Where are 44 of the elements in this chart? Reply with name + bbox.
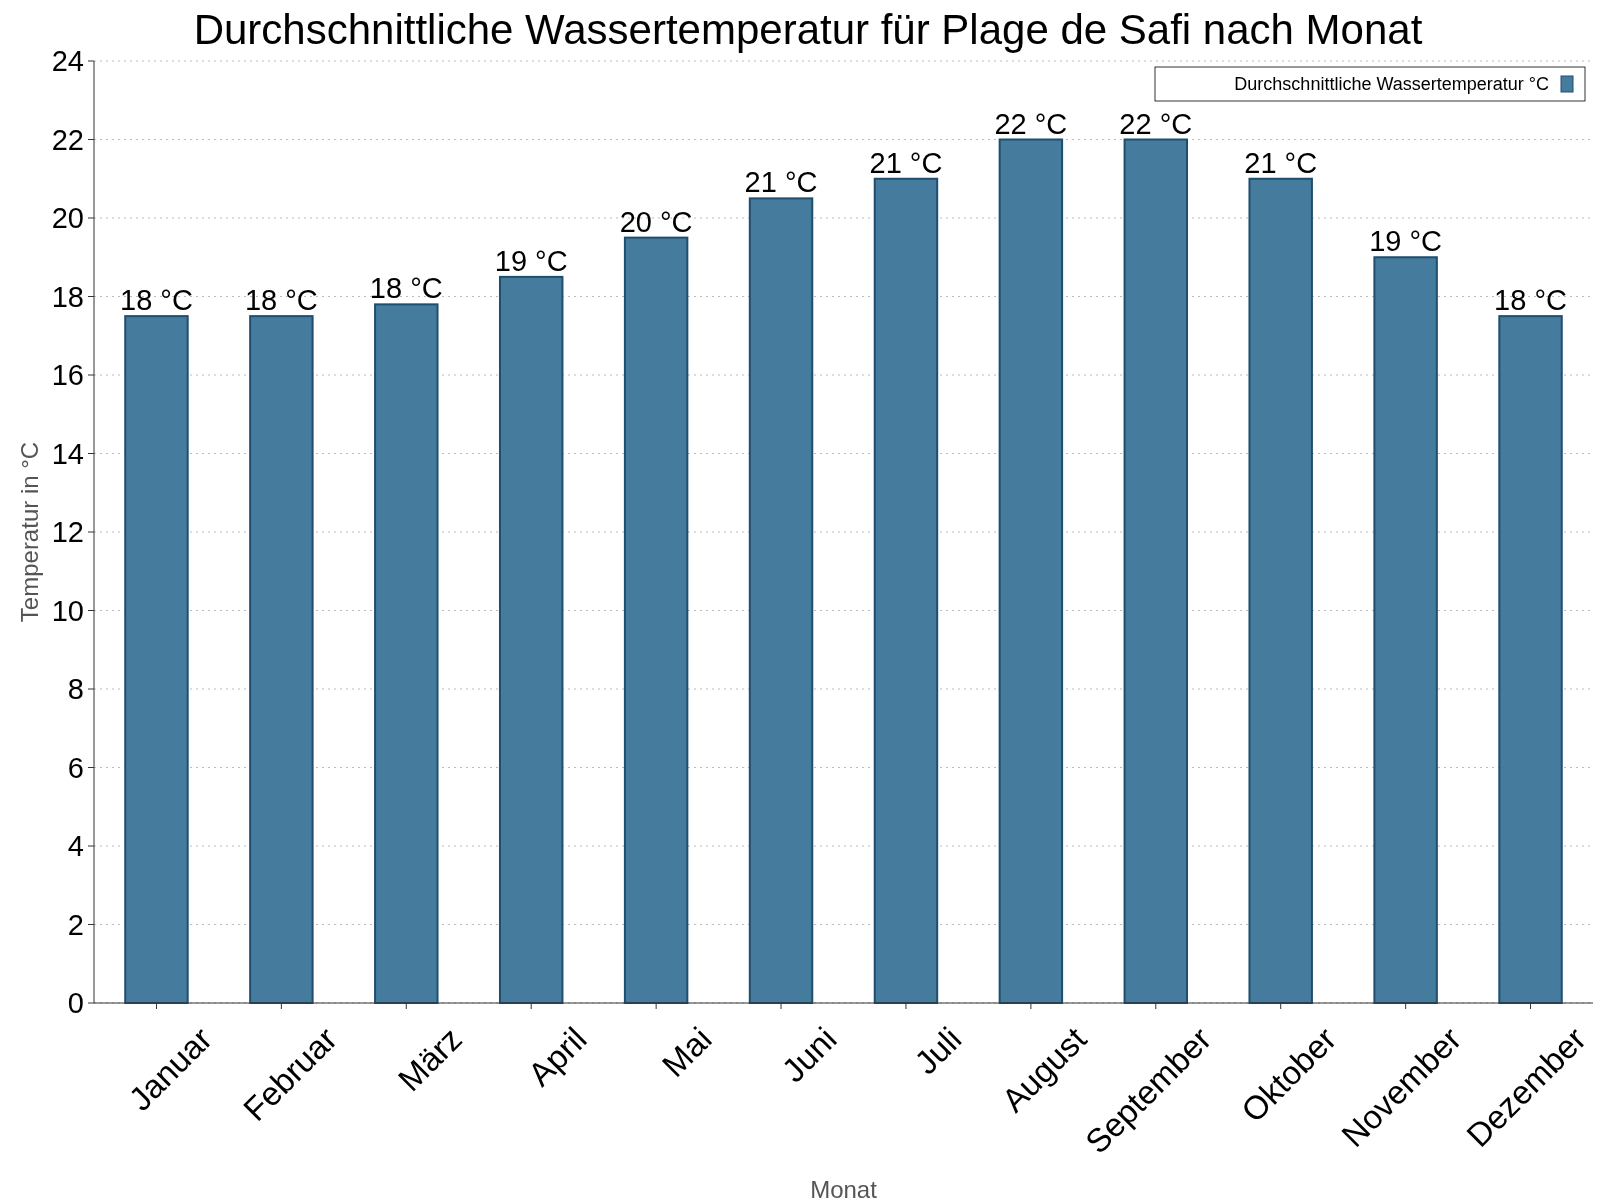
- data-label: 18 °C: [120, 284, 193, 317]
- y-tick-label: 0: [67, 987, 84, 1020]
- bar: [1123, 138, 1189, 1004]
- data-label: 19 °C: [494, 244, 568, 277]
- y-tick-label: 12: [51, 516, 84, 549]
- bar: [873, 177, 939, 1004]
- y-tick-label: 8: [67, 673, 84, 706]
- y-tick-label: 10: [51, 594, 84, 627]
- y-axis-title: Temperatur in °C: [16, 441, 43, 623]
- x-axis-title: Monat: [810, 1176, 878, 1200]
- legend-label: Durchschnittliche Wassertemperatur °C: [1234, 74, 1549, 95]
- data-label: 18 °C: [369, 272, 443, 305]
- chart-title: Durchschnittliche Wassertemperatur für Plage de Safi nach Monat: [193, 6, 1423, 53]
- bar: [623, 236, 689, 1004]
- data-label: 21 °C: [869, 146, 943, 179]
- bar: [249, 315, 314, 1004]
- y-tick-label: 6: [67, 751, 84, 784]
- y-tick-label: 2: [67, 908, 84, 941]
- bar: [374, 303, 439, 1004]
- y-tick-label: 24: [51, 45, 84, 78]
- y-tick-label: 18: [51, 280, 84, 313]
- bar: [124, 315, 189, 1004]
- bar: [748, 197, 814, 1004]
- data-label: 19 °C: [1369, 225, 1443, 258]
- data-label: 18 °C: [1494, 284, 1567, 317]
- bar: [498, 275, 564, 1004]
- bar: [998, 138, 1064, 1004]
- bar: [1498, 315, 1563, 1004]
- y-tick-label: 14: [51, 437, 84, 470]
- x-tick-label: Juli: [907, 1020, 969, 1082]
- data-label: 18 °C: [244, 284, 318, 317]
- bar: [1248, 177, 1313, 1004]
- y-tick-label: 16: [51, 359, 84, 392]
- data-label: 21 °C: [744, 166, 818, 199]
- data-label: 21 °C: [1244, 146, 1318, 179]
- y-tick-label: 4: [67, 830, 84, 863]
- data-label: 20 °C: [619, 205, 693, 238]
- data-label: 22 °C: [1119, 107, 1193, 140]
- x-tick-label: Mai: [654, 1020, 719, 1084]
- x-tick-label: Juni: [774, 1020, 844, 1090]
- bar: [1373, 256, 1438, 1004]
- y-tick-label: 20: [51, 202, 84, 235]
- data-label: 22 °C: [994, 107, 1068, 140]
- y-tick-label: 22: [51, 123, 84, 156]
